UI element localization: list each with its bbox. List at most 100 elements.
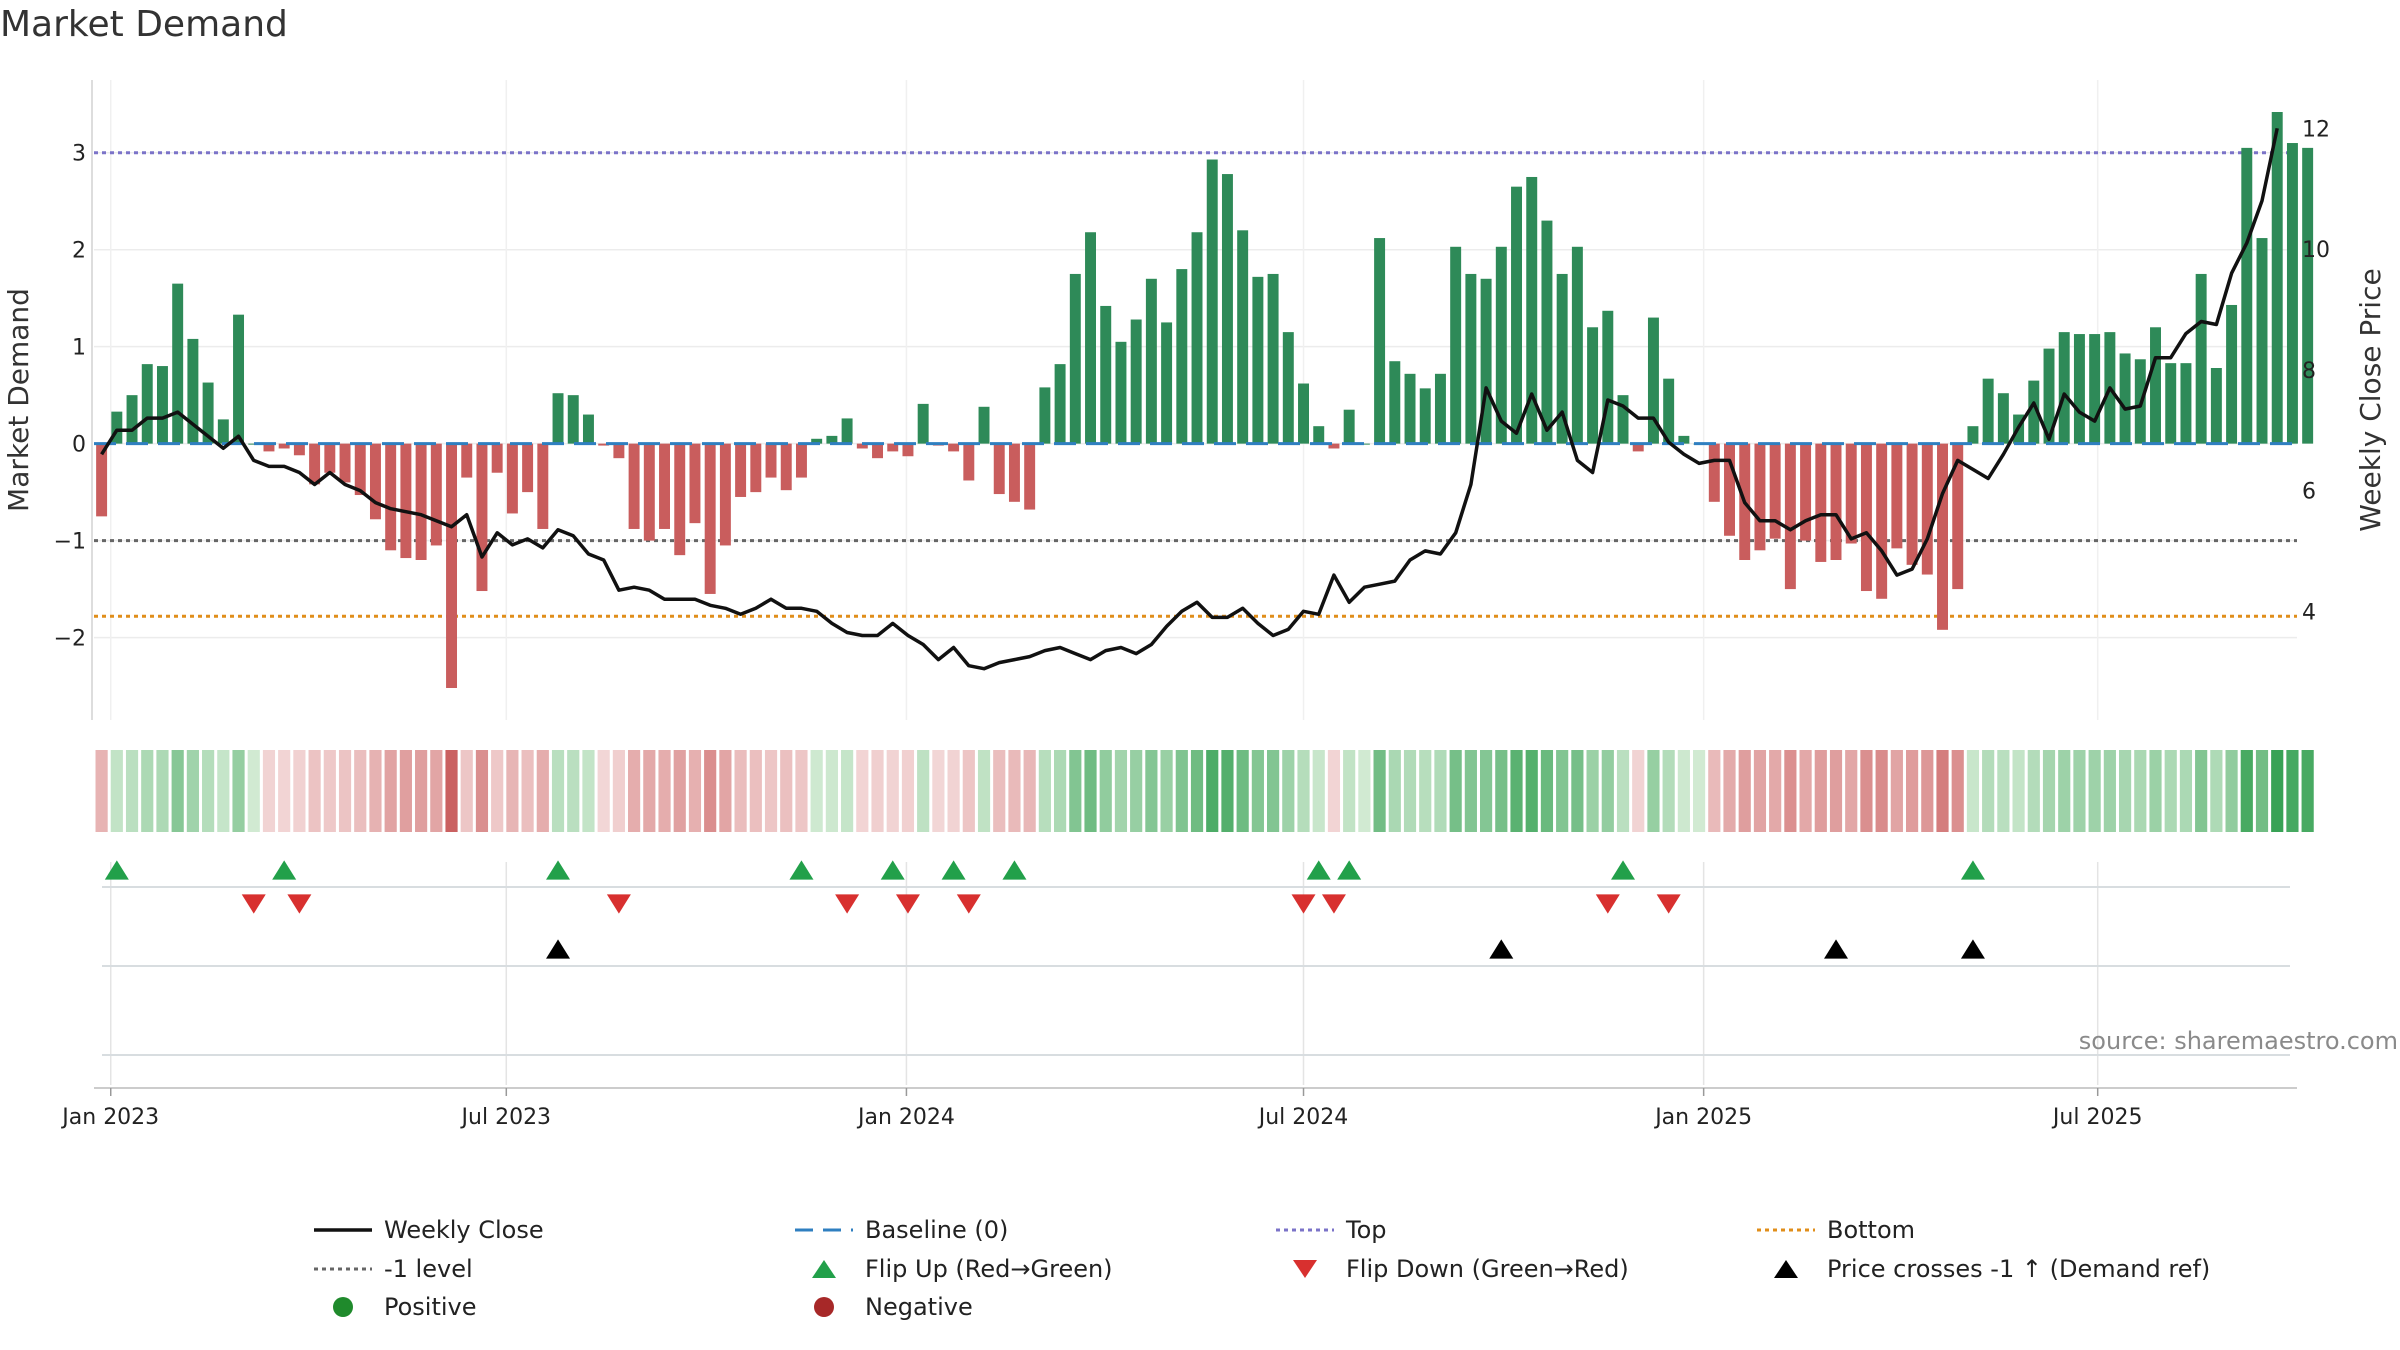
- intensity-cell: [688, 750, 702, 832]
- intensity-cell: [384, 750, 397, 832]
- demand-bar: [674, 443, 686, 556]
- demand-bar: [1921, 443, 1933, 575]
- intensity-cell: [1905, 750, 1919, 832]
- intensity-cell: [1099, 750, 1112, 832]
- demand-bar: [2073, 334, 2085, 444]
- demand-bar: [2043, 348, 2055, 444]
- demand-bar: [841, 418, 853, 444]
- intensity-cell: [2058, 750, 2071, 832]
- x-tick-label: Jul 2023: [460, 1105, 552, 1130]
- intensity-cell: [1525, 750, 1538, 832]
- intensity-cell: [1084, 750, 1097, 832]
- legend-item: Weekly Close: [314, 1216, 544, 1244]
- flip-up-marker: [546, 860, 571, 880]
- x-tick-label: Jan 2025: [1653, 1105, 1752, 1130]
- intensity-cell: [764, 750, 778, 832]
- x-tick-label: Jul 2024: [1257, 1105, 1349, 1130]
- intensity-cell: [2271, 750, 2284, 832]
- demand-bar: [1161, 322, 1173, 444]
- intensity-cell: [506, 750, 519, 832]
- intensity-cell: [1221, 750, 1234, 832]
- demand-bar: [963, 443, 975, 481]
- demand-bar: [2271, 112, 2283, 444]
- y2-tick-label: 6: [2302, 480, 2316, 505]
- intensity-cell: [1267, 750, 1280, 832]
- intensity-cell: [1282, 750, 1295, 832]
- intensity-cell: [1130, 750, 1143, 832]
- demand-bar: [187, 338, 199, 444]
- demand-bar: [1298, 383, 1309, 444]
- intensity-cell: [2134, 750, 2147, 832]
- legend-label: Weekly Close: [384, 1216, 544, 1244]
- demand-bar: [704, 443, 716, 594]
- demand-bar: [1221, 174, 1233, 444]
- demand-bar: [126, 395, 138, 444]
- intensity-cell: [1814, 750, 1827, 832]
- intensity-cell: [536, 750, 549, 832]
- demand-bar: [917, 403, 929, 444]
- demand-bar: [1450, 246, 1462, 444]
- demand-bar: [278, 443, 290, 449]
- demand-bar: [248, 443, 260, 445]
- intensity-cell: [232, 750, 245, 832]
- y-tick-label: 2: [72, 239, 86, 264]
- intensity-cell: [841, 750, 854, 832]
- intensity-cell: [1434, 750, 1447, 832]
- intensity-cell: [2027, 750, 2040, 832]
- demand-bar: [872, 443, 884, 459]
- intensity-cell: [1586, 750, 1599, 832]
- intensity-cell: [308, 750, 321, 832]
- demand-bar: [537, 443, 549, 529]
- intensity-cell: [1784, 750, 1797, 832]
- intensity-cell: [1708, 750, 1721, 832]
- intensity-cell: [1997, 750, 2010, 832]
- intensity-cell: [1616, 750, 1630, 832]
- intensity-cell: [917, 750, 930, 832]
- intensity-cell: [1145, 750, 1158, 832]
- demand-bar: [582, 414, 594, 444]
- demand-bar: [719, 443, 731, 546]
- demand-bar: [1465, 273, 1477, 444]
- demand-bar: [141, 364, 153, 444]
- demand-bar: [1754, 443, 1766, 551]
- intensity-cell: [1799, 750, 1812, 832]
- demand-bar: [1556, 273, 1568, 444]
- demand-bar: [887, 443, 899, 452]
- intensity-cell: [1890, 750, 1903, 832]
- intensity-cell: [2179, 750, 2193, 832]
- y2-tick-label: 12: [2302, 117, 2330, 142]
- intensity-cell: [597, 750, 610, 832]
- demand-bar: [1176, 269, 1188, 444]
- legend-item: -1 level: [314, 1255, 473, 1283]
- y-tick-label: −1: [54, 530, 86, 555]
- intensity-cell: [1936, 750, 1949, 832]
- demand-bar: [689, 443, 701, 524]
- intensity-cell: [947, 750, 960, 832]
- intensity-cell: [2240, 750, 2253, 832]
- demand-bar: [1404, 373, 1416, 444]
- demand-bar: [598, 443, 610, 446]
- intensity-cell: [171, 750, 184, 832]
- demand-bar: [1419, 388, 1431, 444]
- intensity-cell: [2195, 750, 2208, 832]
- weekly-close-line: [100, 127, 2279, 671]
- demand-bar: [552, 393, 564, 444]
- demand-bar: [2241, 147, 2253, 444]
- intensity-cell: [323, 750, 336, 832]
- intensity-cell: [1297, 750, 1310, 832]
- y2-axis-label: Weekly Close Price: [2354, 268, 2387, 531]
- intensity-cell: [1829, 750, 1843, 832]
- demand-bar: [1085, 232, 1096, 444]
- intensity-cell: [2255, 750, 2269, 832]
- source-text: source: sharemaestro.com: [2079, 1027, 2398, 1055]
- intensity-cell: [1632, 750, 1645, 832]
- intensity-cell: [1388, 750, 1401, 832]
- demand-bar: [1252, 276, 1264, 444]
- demand-bar: [369, 443, 381, 520]
- demand-bar: [1267, 273, 1279, 444]
- intensity-cell: [856, 750, 869, 832]
- demand-bar: [1191, 232, 1203, 444]
- intensity-cell: [673, 750, 686, 832]
- demand-bar: [1876, 443, 1888, 599]
- intensity-cell: [1403, 750, 1417, 832]
